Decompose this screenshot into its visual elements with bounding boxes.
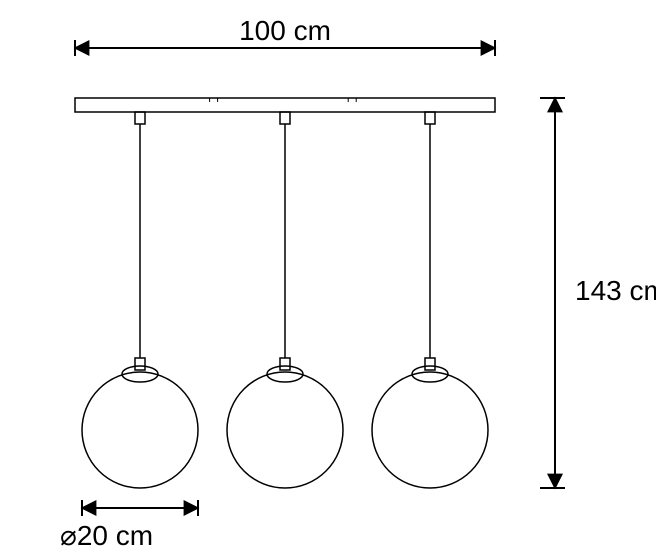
pendant-bottom-connector — [135, 358, 145, 370]
pendant-top-connector — [135, 112, 145, 124]
ceiling-bar — [75, 98, 495, 112]
pendant-bottom-connector — [425, 358, 435, 370]
pendant-sphere — [227, 372, 343, 488]
pendant-sphere — [372, 372, 488, 488]
pendant-top-connector — [280, 112, 290, 124]
width-label: 100 cm — [239, 15, 331, 46]
pendant-bottom-connector — [280, 358, 290, 370]
pendant-sphere — [82, 372, 198, 488]
pendant-2 — [227, 112, 343, 488]
diameter-label: ⌀20 cm — [60, 520, 153, 551]
height-label: 143 cm — [575, 275, 656, 306]
pendant-1 — [82, 112, 198, 488]
pendant-top-connector — [425, 112, 435, 124]
pendant-3 — [372, 112, 488, 488]
